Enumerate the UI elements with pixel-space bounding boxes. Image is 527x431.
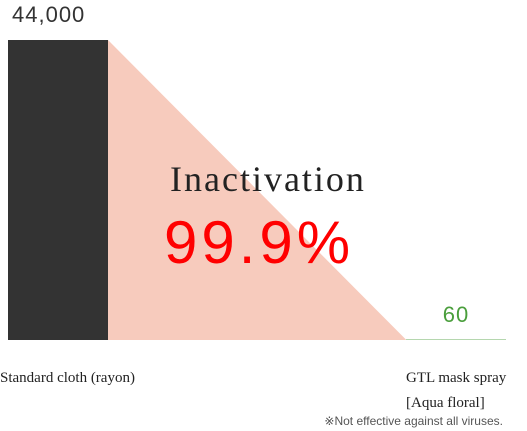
value-label: 44,000	[12, 2, 86, 27]
bar	[8, 40, 108, 340]
value-label: 60	[442, 301, 470, 327]
annotation: Inactivation	[170, 159, 366, 199]
category-label: Standard cloth (rayon)	[0, 370, 135, 386]
footnote: ※Not effective against all viruses.	[324, 414, 503, 428]
reduction-wedge	[108, 40, 406, 340]
annotation-percent: 99.9%	[164, 209, 355, 276]
category-label: GTL mask spray [Aqua floral]	[406, 370, 507, 411]
